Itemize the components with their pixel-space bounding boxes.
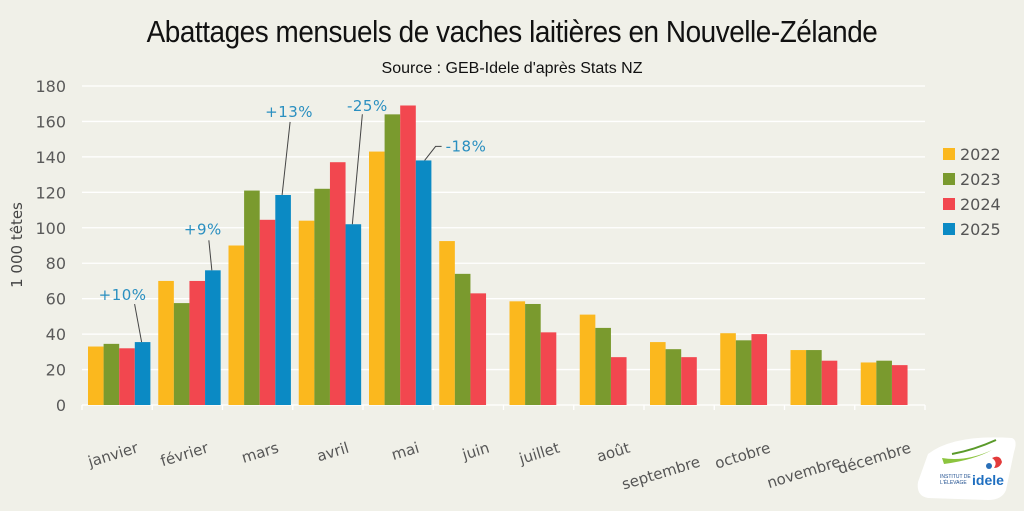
- legend-swatch-2024: [943, 198, 955, 210]
- logo-red-shape: [992, 456, 1002, 468]
- logo-brand: idele: [972, 472, 1004, 488]
- x-tick-label: décembre: [836, 439, 913, 478]
- bar-2024-mai: [400, 105, 416, 405]
- legend-label-2023: 2023: [960, 170, 1001, 189]
- legend-label-2024: 2024: [960, 195, 1001, 214]
- x-tick-label: avril: [315, 439, 351, 466]
- annotations: +10% +9% +13% -25% -18%: [99, 97, 487, 343]
- legend-swatch-2022: [943, 148, 955, 160]
- idele-logo: INSTITUT DE L'ÉLEVAGE idele: [914, 432, 1018, 504]
- bar-2024-novembre: [821, 360, 838, 405]
- annotation-leader: [424, 145, 442, 161]
- bar-2022-juillet: [509, 301, 526, 405]
- bar-2023-août: [595, 327, 611, 405]
- bar-2022-octobre: [720, 333, 736, 405]
- y-tick-label: 60: [46, 290, 66, 309]
- annotation-leader: [134, 303, 143, 343]
- bar-2022-mars: [228, 245, 245, 405]
- y-tick-label: 180: [35, 77, 66, 96]
- annotation-label: -18%: [446, 137, 487, 155]
- bar-2023-janvier: [103, 343, 120, 405]
- logo-swoosh-green: [942, 450, 992, 464]
- bar-2023-décembre: [876, 360, 892, 405]
- bars: [88, 105, 908, 405]
- x-tick-label: novembre: [765, 453, 843, 492]
- y-axis-label: 1 000 têtes: [8, 202, 26, 288]
- y-tick-label: 140: [35, 148, 66, 167]
- annotation-leader: [281, 121, 291, 196]
- bar-2022-septembre: [650, 342, 666, 405]
- bar-2023-octobre: [735, 340, 752, 405]
- x-tick-label: février: [158, 438, 211, 470]
- annotation-label: +13%: [265, 103, 313, 121]
- x-axis-labels: janvier février mars avril mai juin juillet aoû…: [85, 438, 913, 493]
- bar-2022-novembre: [790, 350, 807, 405]
- logo-text-line2: L'ÉLEVAGE: [940, 479, 967, 486]
- x-tick-label: octobre: [713, 439, 773, 473]
- legend-swatch-2025: [943, 223, 955, 235]
- annotation-leader: [351, 114, 363, 225]
- x-tick-label: juillet: [516, 439, 562, 469]
- legend-label-2025: 2025: [960, 220, 1001, 239]
- bar-2025-janvier: [134, 342, 151, 405]
- bar-2022-mai: [369, 151, 385, 405]
- bar-2024-février: [189, 280, 206, 405]
- bar-2022-août: [579, 314, 596, 405]
- bar-2022-février: [158, 280, 174, 405]
- bar-2023-février: [173, 303, 190, 405]
- bar-2022-juin: [439, 241, 455, 405]
- chart-subtitle: Source : GEB-Idele d'après Stats NZ: [381, 60, 643, 77]
- annotation-label: +10%: [99, 286, 147, 304]
- bar-2024-janvier: [119, 348, 135, 405]
- bar-2023-septembre: [665, 349, 682, 405]
- bar-2024-juin: [470, 293, 487, 405]
- bar-2024-avril: [329, 162, 346, 405]
- legend: 2022 2023 2024 2025: [943, 145, 1001, 239]
- y-tick-label: 40: [46, 325, 66, 344]
- legend-label-2022: 2022: [960, 145, 1001, 164]
- y-tick-label: 120: [35, 183, 66, 202]
- y-tick-label: 20: [46, 361, 66, 380]
- bar-2024-octobre: [751, 334, 768, 405]
- annotation-label: +9%: [184, 220, 222, 238]
- y-tick-label: 80: [46, 254, 66, 273]
- y-tick-label: 160: [35, 112, 66, 131]
- chart-title: Abattages mensuels de vaches laitières e…: [146, 14, 878, 49]
- bar-2023-juin: [454, 273, 471, 405]
- x-tick-label: juin: [459, 439, 491, 465]
- bar-2023-mars: [244, 190, 260, 405]
- annotation-leader: [208, 240, 213, 271]
- bar-2022-avril: [298, 220, 315, 405]
- y-axis-ticks: 0 20 40 60 80 100 120 140 160 180: [35, 77, 66, 415]
- bar-2023-avril: [314, 188, 330, 405]
- bar-2025-mars: [275, 194, 291, 405]
- bar-2023-mai: [384, 114, 401, 405]
- bar-2024-mars: [259, 219, 276, 405]
- x-tick-label: mai: [389, 439, 421, 464]
- gridlines: [81, 85, 926, 410]
- bar-2022-décembre: [860, 362, 877, 405]
- bar-2024-décembre: [891, 365, 908, 405]
- bar-2025-février: [205, 270, 221, 405]
- bar-2024-septembre: [681, 357, 697, 405]
- x-tick-label: août: [594, 439, 632, 466]
- bar-2023-novembre: [806, 350, 822, 405]
- bar-2025-avril: [345, 224, 362, 405]
- legend-swatch-2023: [943, 173, 955, 185]
- bar-2024-juillet: [540, 332, 557, 405]
- x-tick-label: mars: [239, 439, 281, 467]
- logo-text-line1: INSTITUT DE: [940, 474, 971, 480]
- y-tick-label: 0: [56, 396, 66, 415]
- y-tick-label: 100: [35, 219, 66, 238]
- annotation-label: -25%: [347, 97, 388, 115]
- bar-2022-janvier: [88, 346, 104, 405]
- x-tick-label: septembre: [620, 453, 703, 494]
- bar-2023-juillet: [525, 303, 541, 405]
- bar-2024-août: [610, 357, 627, 405]
- bar-2025-mai: [415, 160, 432, 405]
- x-tick-label: janvier: [85, 438, 141, 471]
